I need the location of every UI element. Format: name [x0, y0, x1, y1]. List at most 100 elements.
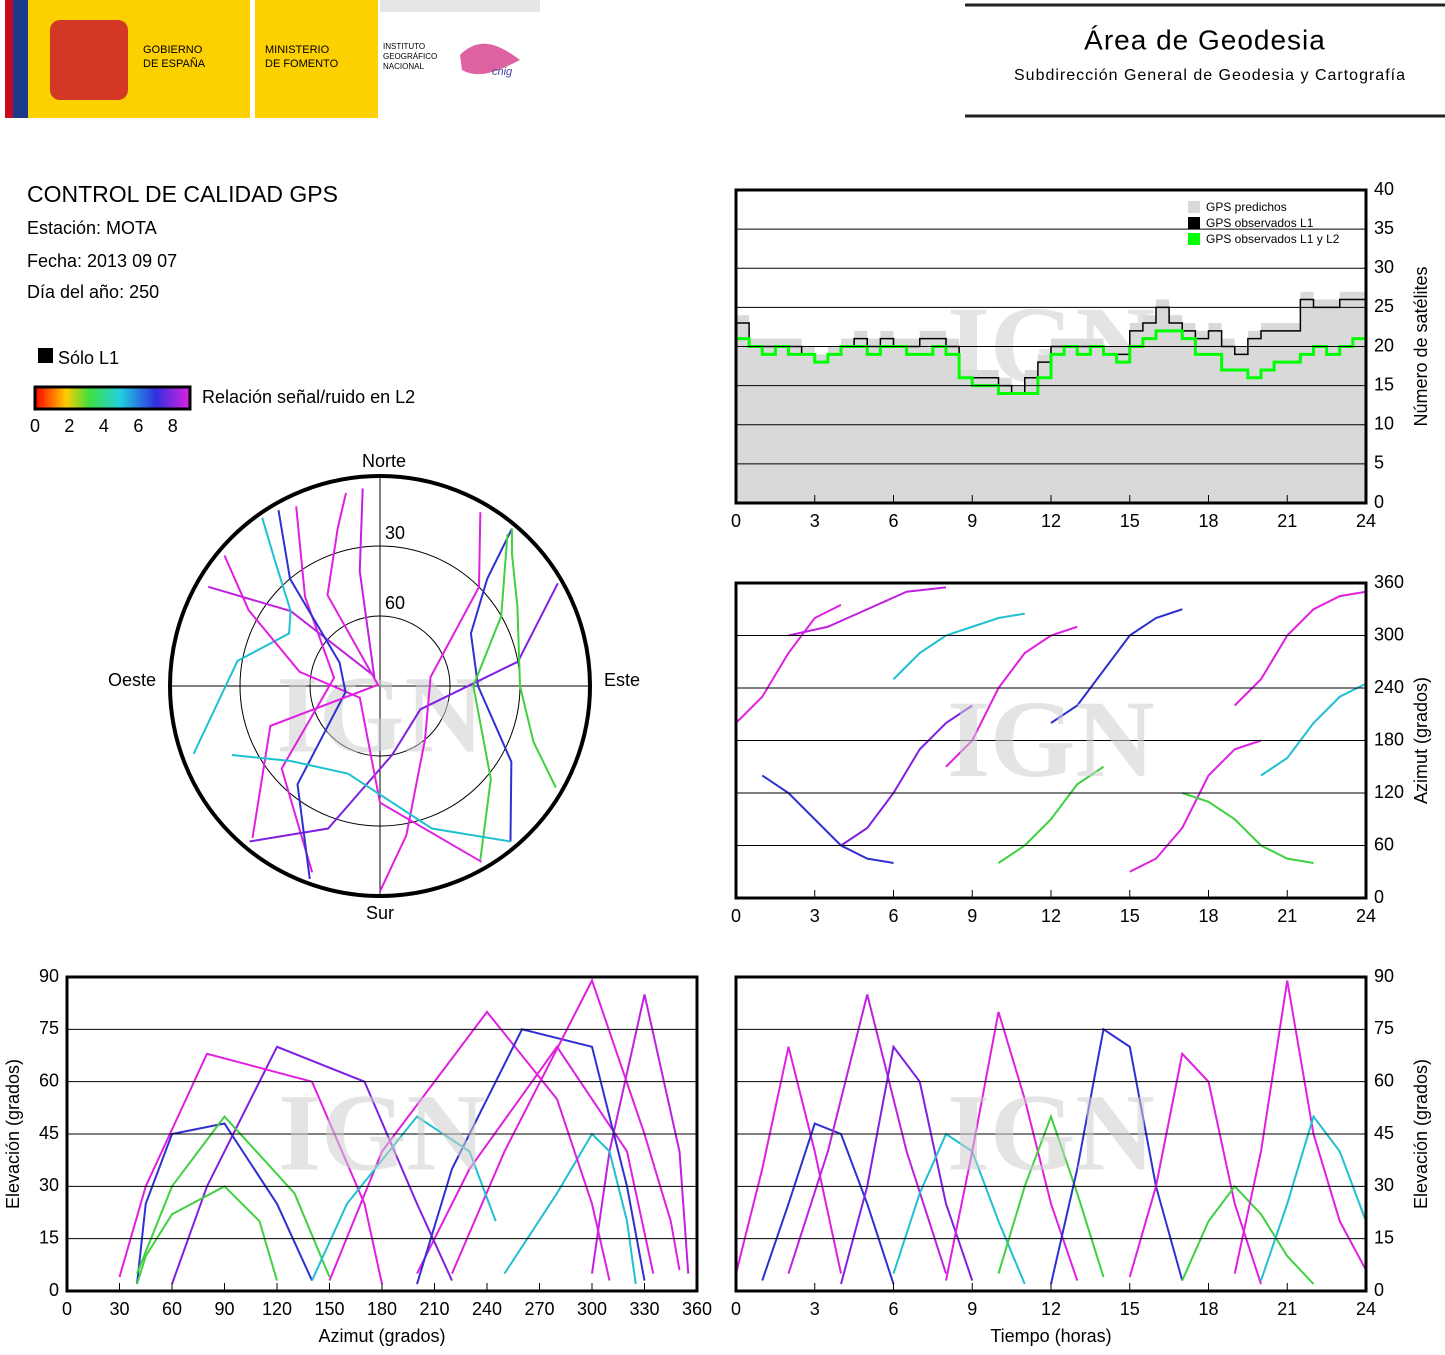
y-tick-label: 300: [1374, 624, 1404, 644]
x-tick-label: 15: [1120, 1299, 1140, 1319]
colorbar-tick: 6: [133, 416, 143, 436]
x-tick-label: 21: [1277, 1299, 1297, 1319]
y-tick-label: 45: [39, 1123, 59, 1143]
y-tick-label: 180: [1374, 729, 1404, 749]
info-line: Estación: MOTA: [27, 218, 157, 238]
x-tick-label: 180: [367, 1299, 397, 1319]
institute-text: INSTITUTO: [383, 42, 425, 51]
satellite-track: [311, 1115, 497, 1281]
watermark: IGN: [276, 653, 484, 775]
l1-legend: Sólo L1: [58, 348, 119, 368]
colorbar-label: Relación señal/ruido en L2: [202, 387, 415, 407]
satellite-track: [761, 1122, 895, 1285]
y-tick-label: 5: [1374, 453, 1384, 473]
x-tick-label: 24: [1356, 511, 1376, 531]
sky-track: [251, 492, 380, 839]
info-line: Fecha: 2013 09 07: [27, 251, 177, 271]
institute-text: GEOGRÁFICO: [383, 52, 437, 61]
legend-swatch: [1188, 217, 1200, 229]
satellite-track: [136, 1122, 313, 1285]
plot-frame: [734, 188, 1368, 505]
x-tick-label: 12: [1041, 906, 1061, 926]
ring-label: 60: [385, 593, 405, 613]
x-tick-label: 18: [1198, 511, 1218, 531]
y-tick-label: 15: [1374, 1227, 1394, 1247]
y-tick-label: 75: [39, 1018, 59, 1038]
satellite-track: [451, 977, 681, 1274]
y-tick-label: 20: [1374, 335, 1394, 355]
satellite-track: [761, 774, 894, 864]
satellite-track: [1050, 1027, 1184, 1285]
satellite-track: [171, 1045, 453, 1285]
colorbar-tick: 2: [64, 416, 74, 436]
y-tick-label: 90: [1374, 966, 1394, 986]
ministry-block: [255, 0, 378, 118]
satellite-track: [788, 586, 947, 637]
satellite-track: [136, 1185, 278, 1285]
x-tick-label: 6: [888, 906, 898, 926]
gov-text: GOBIERNO: [143, 44, 203, 56]
x-tick-label: 3: [810, 511, 820, 531]
x-tick-label: 9: [967, 511, 977, 531]
sky-track: [469, 528, 513, 842]
y-tick-label: 60: [39, 1070, 59, 1090]
y-tick-label: 360: [1374, 572, 1404, 592]
x-tick-label: 0: [731, 511, 741, 531]
satellite-track: [840, 704, 973, 847]
satellite-track: [997, 765, 1105, 864]
ministry-text: MINISTERIO: [265, 44, 330, 56]
satellite-track: [892, 612, 1025, 680]
satellite-track: [1234, 590, 1367, 707]
y-tick-label: 40: [1374, 179, 1394, 199]
y-axis-label: Azimut (grados): [1411, 677, 1431, 804]
sky-track: [472, 533, 509, 860]
satellite-track: [945, 625, 1078, 768]
watermark: IGN: [947, 1071, 1155, 1193]
plot-frame: [734, 975, 1368, 1293]
colorbar-tick: 4: [99, 416, 109, 436]
satellite-track: [503, 1132, 637, 1285]
x-tick-label: 9: [967, 1299, 977, 1319]
sky-track: [231, 754, 511, 843]
y-tick-label: 35: [1374, 218, 1394, 238]
x-tick-label: 210: [419, 1299, 449, 1319]
x-tick-label: 9: [967, 906, 977, 926]
y-tick-label: 45: [1374, 1123, 1394, 1143]
x-tick-label: 90: [214, 1299, 234, 1319]
elevation-ring: [309, 615, 451, 757]
x-tick-label: 120: [262, 1299, 292, 1319]
x-tick-label: 21: [1277, 511, 1297, 531]
satellite-track: [1181, 792, 1314, 864]
x-tick-label: 0: [731, 1299, 741, 1319]
satellite-track: [328, 1010, 611, 1281]
x-tick-label: 3: [810, 1299, 820, 1319]
x-tick-label: 15: [1120, 511, 1140, 531]
satellite-track: [1233, 980, 1367, 1274]
colorbar-tick: 8: [168, 416, 178, 436]
x-tick-label: 300: [577, 1299, 607, 1319]
y-tick-label: 30: [1374, 257, 1394, 277]
eu-strip: [13, 0, 28, 118]
flag-red: [5, 0, 13, 118]
sky-track: [249, 582, 559, 843]
info-line: Día del año: 250: [27, 282, 159, 302]
x-axis-label: Azimut (grados): [318, 1326, 445, 1346]
y-tick-label: 30: [1374, 1175, 1394, 1195]
ring-label: 30: [385, 523, 405, 543]
y-tick-label: 120: [1374, 782, 1404, 802]
watermark: IGN: [278, 1071, 486, 1193]
sky-track: [280, 506, 336, 873]
satellite-track: [591, 994, 690, 1274]
x-tick-label: 6: [888, 511, 898, 531]
x-tick-label: 6: [888, 1299, 898, 1319]
y-tick-label: 25: [1374, 296, 1394, 316]
satellite-track: [1260, 1114, 1367, 1281]
legend-label: GPS predichos: [1206, 200, 1287, 214]
x-tick-label: 18: [1198, 1299, 1218, 1319]
y-tick-label: 0: [1374, 492, 1384, 512]
legend-swatch: [1188, 233, 1200, 245]
x-tick-label: 21: [1277, 906, 1297, 926]
direction-label: Oeste: [108, 670, 156, 690]
y-axis-label: Número de satélites: [1411, 266, 1431, 426]
